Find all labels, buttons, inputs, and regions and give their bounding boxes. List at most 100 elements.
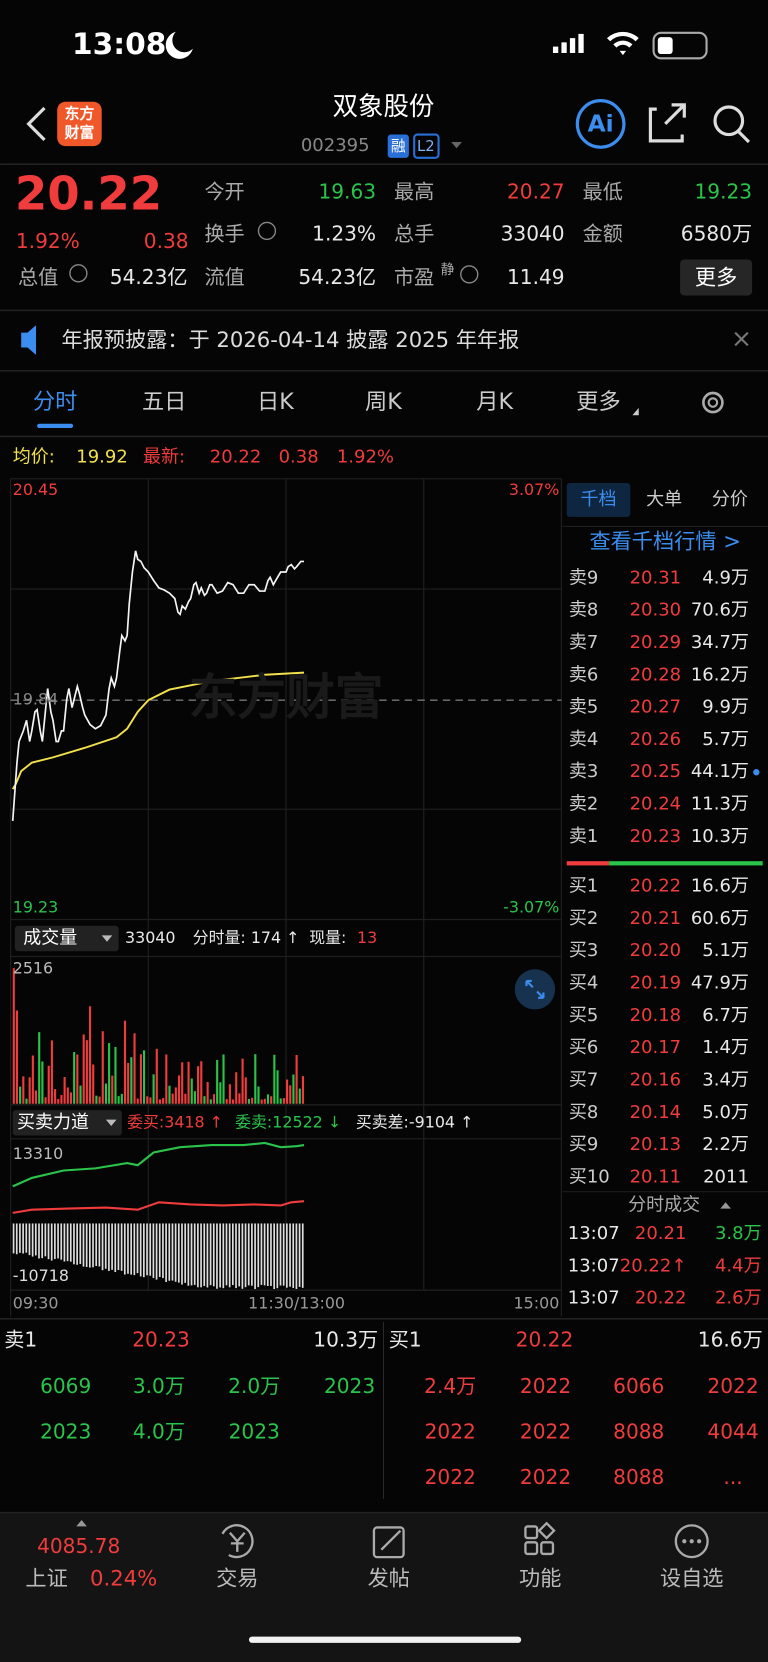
book-level: 买5: [569, 1005, 598, 1026]
book-volume: 4.9万: [702, 567, 749, 588]
volume-bar-shape: [266, 1094, 270, 1104]
book-price: 20.29: [630, 632, 682, 653]
book-volume: 3.4万: [702, 1069, 749, 1090]
settings-button[interactable]: [702, 391, 724, 414]
volume-bar-shape: [165, 1054, 168, 1104]
power-selector[interactable]: 买卖力道: [17, 1112, 89, 1133]
close-notice[interactable]: [734, 331, 749, 347]
index-name[interactable]: 上证: [25, 1565, 67, 1590]
volume-bar-shape: [279, 1098, 282, 1104]
ai-button-ring[interactable]: [575, 99, 626, 149]
power-bar-shape: [41, 1223, 44, 1259]
volume-bar-shape: [38, 1032, 41, 1104]
power-diff: 买卖差:-9104 ↑: [356, 1112, 473, 1131]
book-volume: 70.6万: [691, 600, 749, 621]
orderbook-tab[interactable]: 大单: [646, 489, 682, 510]
axis-label: 3.07%: [509, 480, 559, 499]
tab[interactable]: 更多: [576, 389, 620, 415]
level1-volume: 10.3万: [313, 1328, 378, 1352]
volume-bar-shape: [197, 1066, 200, 1104]
power-bar-shape: [165, 1223, 167, 1283]
volume-bar-shape: [162, 1098, 165, 1104]
index-arrow: [76, 1520, 87, 1527]
axis-label: -3.07%: [503, 897, 559, 916]
queue-order: 2022: [425, 1465, 476, 1489]
tab[interactable]: 日K: [257, 389, 295, 415]
power-bar-shape: [114, 1223, 117, 1273]
book-price: 20.13: [630, 1134, 682, 1155]
power-selector-bg[interactable]: [12, 1110, 122, 1136]
power-bar-shape: [184, 1223, 187, 1283]
volume-bar-shape: [212, 1094, 216, 1104]
trade-volume: 4.4万: [715, 1255, 762, 1276]
ai-button[interactable]: Ai: [588, 110, 614, 137]
trade-time: 13:07: [568, 1288, 620, 1309]
power-bid-line: [12, 1141, 305, 1188]
nav-item[interactable]: 发帖: [368, 1565, 410, 1590]
volume-bar-shape: [158, 1099, 162, 1104]
power-bar-shape: [149, 1223, 152, 1276]
change-pct: 1.92%: [16, 229, 80, 253]
power-bar-shape: [54, 1223, 56, 1260]
level1-price: 20.22: [516, 1328, 574, 1352]
orderbook-link[interactable]: 查看千档行情 >: [589, 528, 741, 553]
power-bar-shape: [47, 1223, 50, 1260]
search-button[interactable]: [713, 105, 745, 137]
nav-item[interactable]: 功能: [519, 1565, 561, 1590]
expand-button[interactable]: [514, 969, 556, 1010]
volume-selector[interactable]: 成交量: [23, 928, 77, 949]
time-label: 11:30/13:00: [248, 1293, 345, 1312]
tab[interactable]: 月K: [476, 389, 514, 415]
queue-order: 8088: [613, 1420, 664, 1444]
avg-price-line: [11, 671, 305, 790]
queue-order: 2.4万: [424, 1374, 476, 1398]
nav-item[interactable]: 交易: [216, 1565, 258, 1590]
queue-order: 2023: [229, 1420, 280, 1444]
book-price: 20.25: [630, 761, 682, 782]
tab[interactable]: 周K: [365, 389, 403, 415]
more-button[interactable]: 更多: [695, 265, 737, 290]
power-bar-shape: [79, 1223, 82, 1264]
stat-label: 总值: [18, 265, 58, 289]
volume-bar-shape: [15, 1010, 19, 1104]
volume-bar-shape: [171, 1093, 174, 1104]
book-level: 买2: [569, 908, 598, 929]
volume-selector-bg[interactable]: [14, 925, 119, 952]
orderbook-tab-bg[interactable]: [566, 483, 631, 517]
volume-bar-shape: [263, 1098, 266, 1104]
queue-order: 2022: [425, 1420, 476, 1444]
tab[interactable]: 五日: [142, 389, 186, 415]
volume-bar-shape: [254, 1054, 257, 1104]
queue-order: 6069: [40, 1374, 91, 1398]
nav-item[interactable]: 设自选: [660, 1565, 724, 1590]
power-bar-shape: [247, 1223, 250, 1286]
queue-order: ...: [723, 1465, 742, 1489]
stat-label: 金额: [583, 222, 623, 246]
volume-bar-shape: [238, 1093, 241, 1104]
tab[interactable]: 分时: [33, 389, 77, 415]
stock-code: 002395: [301, 135, 370, 156]
volume-bar-shape: [73, 1052, 76, 1104]
nav-dots: [682, 1539, 702, 1544]
orderbook-tab[interactable]: 千档: [581, 489, 617, 510]
price-line: [11, 550, 305, 821]
book-level: 卖9: [569, 567, 598, 588]
volume-bar-shape: [181, 1062, 184, 1104]
more-button-bg[interactable]: [680, 259, 753, 296]
orderbook-tab[interactable]: 分价: [712, 489, 748, 510]
power-bar-shape: [181, 1223, 183, 1285]
book-level: 买1: [569, 876, 598, 897]
book-level: 买6: [569, 1037, 598, 1058]
index-value: 4085.78: [37, 1534, 120, 1558]
book-price: 20.27: [630, 697, 682, 718]
book-volume: 34.7万: [691, 632, 749, 653]
power-bar-shape: [92, 1223, 94, 1268]
book-level: 卖6: [569, 664, 598, 685]
volume-bar-shape: [289, 1085, 292, 1104]
back-button[interactable]: [26, 106, 46, 141]
share-button[interactable]: [648, 103, 686, 143]
nav-icons: [221, 1521, 709, 1559]
stat-value: 19.23: [695, 179, 753, 203]
volume-bar-shape: [184, 1093, 187, 1104]
